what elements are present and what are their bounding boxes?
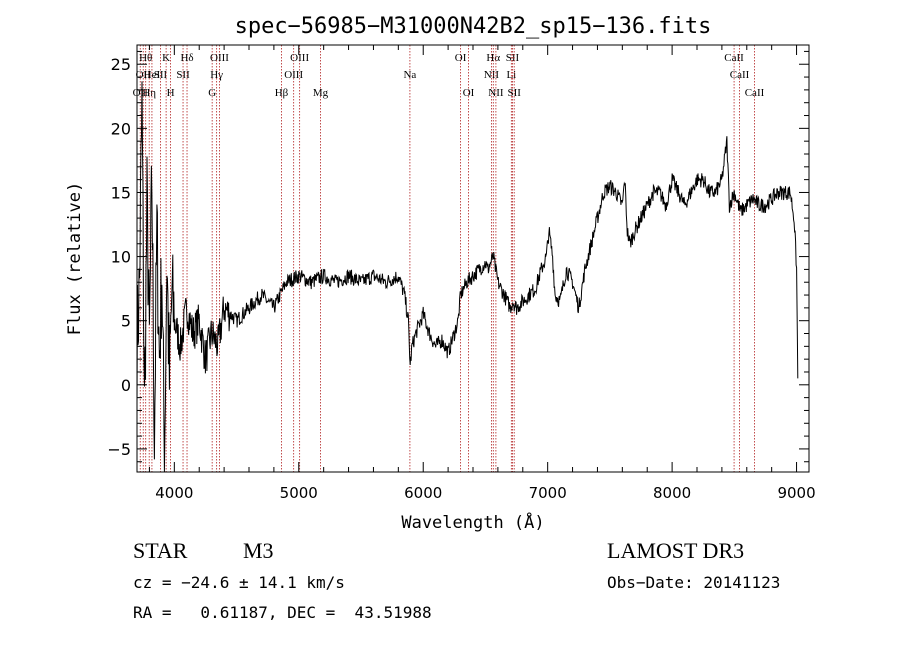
line-marker-label: OIII: [290, 52, 309, 64]
object-subclass: M3: [243, 538, 274, 563]
line-marker-label: SII: [506, 52, 520, 64]
line-marker-label: OI: [455, 52, 467, 64]
x-tick-label: 4000: [155, 484, 193, 502]
chart-title: spec−56985−M31000N42B2_sp15−136.fits: [235, 14, 712, 39]
line-marker-label: Na: [403, 69, 416, 81]
line-marker-label: CaII: [724, 52, 744, 64]
plot-frame: [136, 44, 810, 473]
line-marker-label: OII: [133, 87, 149, 99]
line-marker-label: OII: [136, 69, 152, 81]
coordinates-readout: RA = 0.61187, DEC = 43.51988: [133, 603, 432, 622]
y-tick-label: 5: [121, 312, 131, 331]
line-marker-label: NII: [488, 87, 504, 99]
line-marker-label: Hγ: [210, 69, 223, 81]
line-marker-label: G: [208, 87, 216, 99]
line-marker-label: Hη: [142, 87, 156, 99]
x-tick-label: 5000: [280, 484, 318, 502]
line-marker-label: Li: [506, 69, 516, 81]
line-marker-label: CaII: [745, 87, 765, 99]
redshift-readout: cz = −24.6 ± 14.1 km/s: [133, 573, 345, 592]
x-axis-label: Wavelength (Å): [401, 511, 544, 533]
line-marker-label: Hβ: [275, 87, 289, 99]
y-axis-label: Flux (relative): [65, 182, 85, 336]
y-tick-label: 20: [111, 119, 131, 138]
line-marker-label: Hδ: [180, 52, 193, 64]
line-marker-label: SII: [176, 69, 190, 81]
line-marker-label: Mg: [313, 87, 329, 99]
line-marker-label: HeI: [144, 69, 161, 81]
line-marker-label: SII: [154, 69, 168, 81]
line-marker-label: CaII: [730, 69, 750, 81]
line-marker-label: OIII: [284, 69, 303, 81]
x-tick-label: 8000: [653, 484, 691, 502]
y-tick-label: −5: [107, 440, 131, 459]
spectrum-line: [136, 81, 799, 473]
line-marker-label: OI: [463, 87, 475, 99]
obs-date: Obs−Date: 20141123: [607, 573, 781, 592]
y-tick-label: 25: [111, 55, 131, 74]
x-tick-label: 6000: [404, 484, 442, 502]
line-marker-label: H: [167, 87, 175, 99]
line-marker-label: Hθ: [139, 52, 152, 64]
line-marker-label: Hα: [486, 52, 500, 64]
line-marker-label: K: [162, 52, 170, 64]
x-tick-label: 7000: [529, 484, 567, 502]
survey-label: LAMOST DR3: [607, 538, 745, 563]
object-class: STAR: [133, 538, 188, 563]
line-marker-label: SII: [507, 87, 521, 99]
x-tick-label: 9000: [777, 484, 815, 502]
y-tick-label: 15: [111, 183, 131, 202]
y-tick-label: 0: [121, 376, 131, 395]
line-marker-label: OIII: [210, 52, 229, 64]
line-marker-label: NII: [484, 69, 500, 81]
y-tick-label: 10: [111, 248, 131, 267]
